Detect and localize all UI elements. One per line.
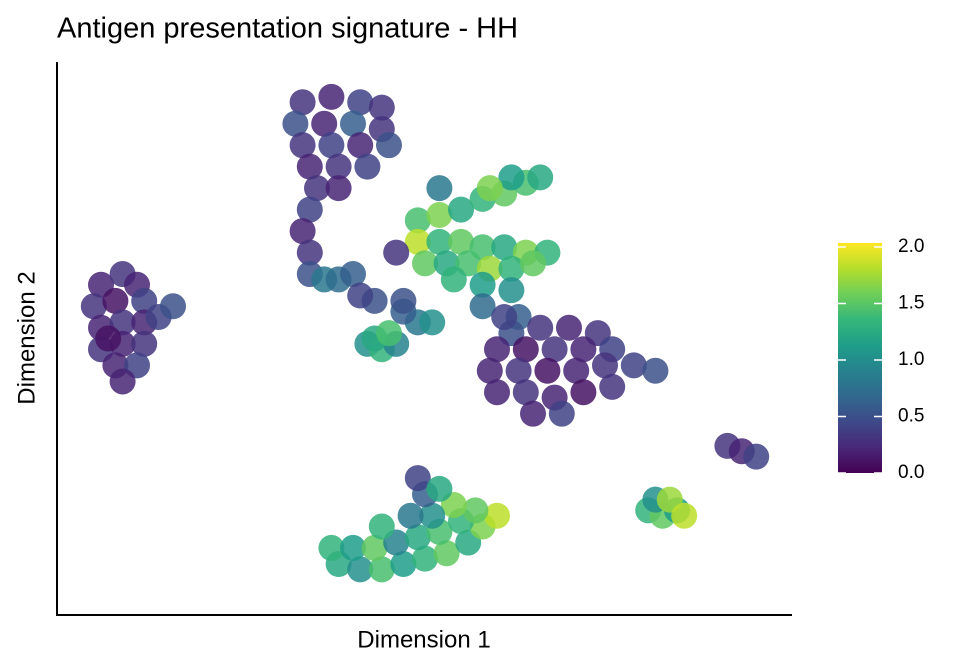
point xyxy=(419,502,446,529)
point xyxy=(548,400,575,427)
point xyxy=(484,502,510,529)
point xyxy=(419,309,446,336)
point xyxy=(599,373,626,400)
point xyxy=(311,110,338,137)
colorbar xyxy=(838,243,882,473)
point xyxy=(109,368,136,395)
x-axis-label: Dimension 1 xyxy=(357,626,490,653)
colorbar-tick-label: 1.0 xyxy=(898,349,924,370)
point xyxy=(426,201,453,228)
point xyxy=(80,293,107,320)
point xyxy=(390,551,417,578)
point xyxy=(376,132,402,159)
point xyxy=(296,153,323,180)
point xyxy=(131,330,158,357)
colorbar-tick-label: 2.0 xyxy=(898,236,924,257)
point xyxy=(476,175,503,202)
point xyxy=(102,287,129,314)
point xyxy=(282,110,309,137)
point xyxy=(433,540,460,567)
point xyxy=(491,304,518,331)
point xyxy=(462,497,489,524)
point xyxy=(296,196,323,223)
point xyxy=(426,228,453,255)
point xyxy=(592,352,618,379)
point xyxy=(412,250,438,277)
point xyxy=(347,89,374,116)
point xyxy=(325,175,352,202)
point xyxy=(556,314,582,341)
y-axis-label: Dimension 2 xyxy=(13,271,40,404)
point xyxy=(404,465,431,492)
point xyxy=(534,357,561,384)
point xyxy=(476,357,503,384)
point xyxy=(318,534,345,561)
point xyxy=(498,255,525,282)
point xyxy=(340,110,366,137)
point xyxy=(440,266,467,293)
point xyxy=(520,250,546,277)
point xyxy=(541,336,568,363)
point xyxy=(404,524,431,551)
point xyxy=(368,513,395,540)
point xyxy=(512,379,539,406)
point xyxy=(620,352,647,379)
point xyxy=(289,89,316,116)
point xyxy=(469,293,496,320)
point xyxy=(484,336,510,363)
point xyxy=(397,502,424,529)
point xyxy=(390,287,417,314)
point xyxy=(160,293,186,320)
point xyxy=(505,357,532,384)
point xyxy=(469,271,496,298)
colorbar-tick-label: 0.0 xyxy=(898,462,924,483)
point xyxy=(289,218,316,245)
point xyxy=(340,534,366,561)
point xyxy=(289,132,316,159)
point xyxy=(671,502,698,529)
point xyxy=(426,475,453,502)
point xyxy=(448,228,474,255)
colorbar-tick-label: 0.5 xyxy=(898,406,924,427)
point xyxy=(498,277,525,304)
point xyxy=(347,282,374,309)
point xyxy=(376,320,402,347)
point xyxy=(318,83,345,110)
point xyxy=(368,556,395,583)
point xyxy=(642,357,669,384)
chart-title: Antigen presentation signature - HH xyxy=(57,13,518,45)
point xyxy=(527,164,554,191)
point xyxy=(484,379,510,406)
point xyxy=(340,261,366,288)
point xyxy=(512,336,539,363)
point xyxy=(347,556,374,583)
point xyxy=(304,175,330,202)
point xyxy=(570,379,597,406)
point xyxy=(743,443,770,470)
point xyxy=(325,153,352,180)
point xyxy=(520,400,546,427)
point xyxy=(404,207,431,234)
point xyxy=(412,545,438,572)
point xyxy=(318,132,345,159)
point xyxy=(361,534,388,561)
point xyxy=(563,357,590,384)
point xyxy=(448,196,474,223)
point xyxy=(383,239,410,266)
point xyxy=(570,336,597,363)
point xyxy=(498,164,525,191)
point xyxy=(95,325,122,352)
point xyxy=(354,153,381,180)
point xyxy=(404,228,431,255)
point xyxy=(491,234,518,261)
points xyxy=(80,83,770,583)
point xyxy=(347,132,374,159)
point xyxy=(527,314,554,341)
colorbar-tick-label: 1.5 xyxy=(898,293,924,314)
point xyxy=(296,239,323,266)
point xyxy=(368,94,395,121)
point xyxy=(426,175,453,202)
